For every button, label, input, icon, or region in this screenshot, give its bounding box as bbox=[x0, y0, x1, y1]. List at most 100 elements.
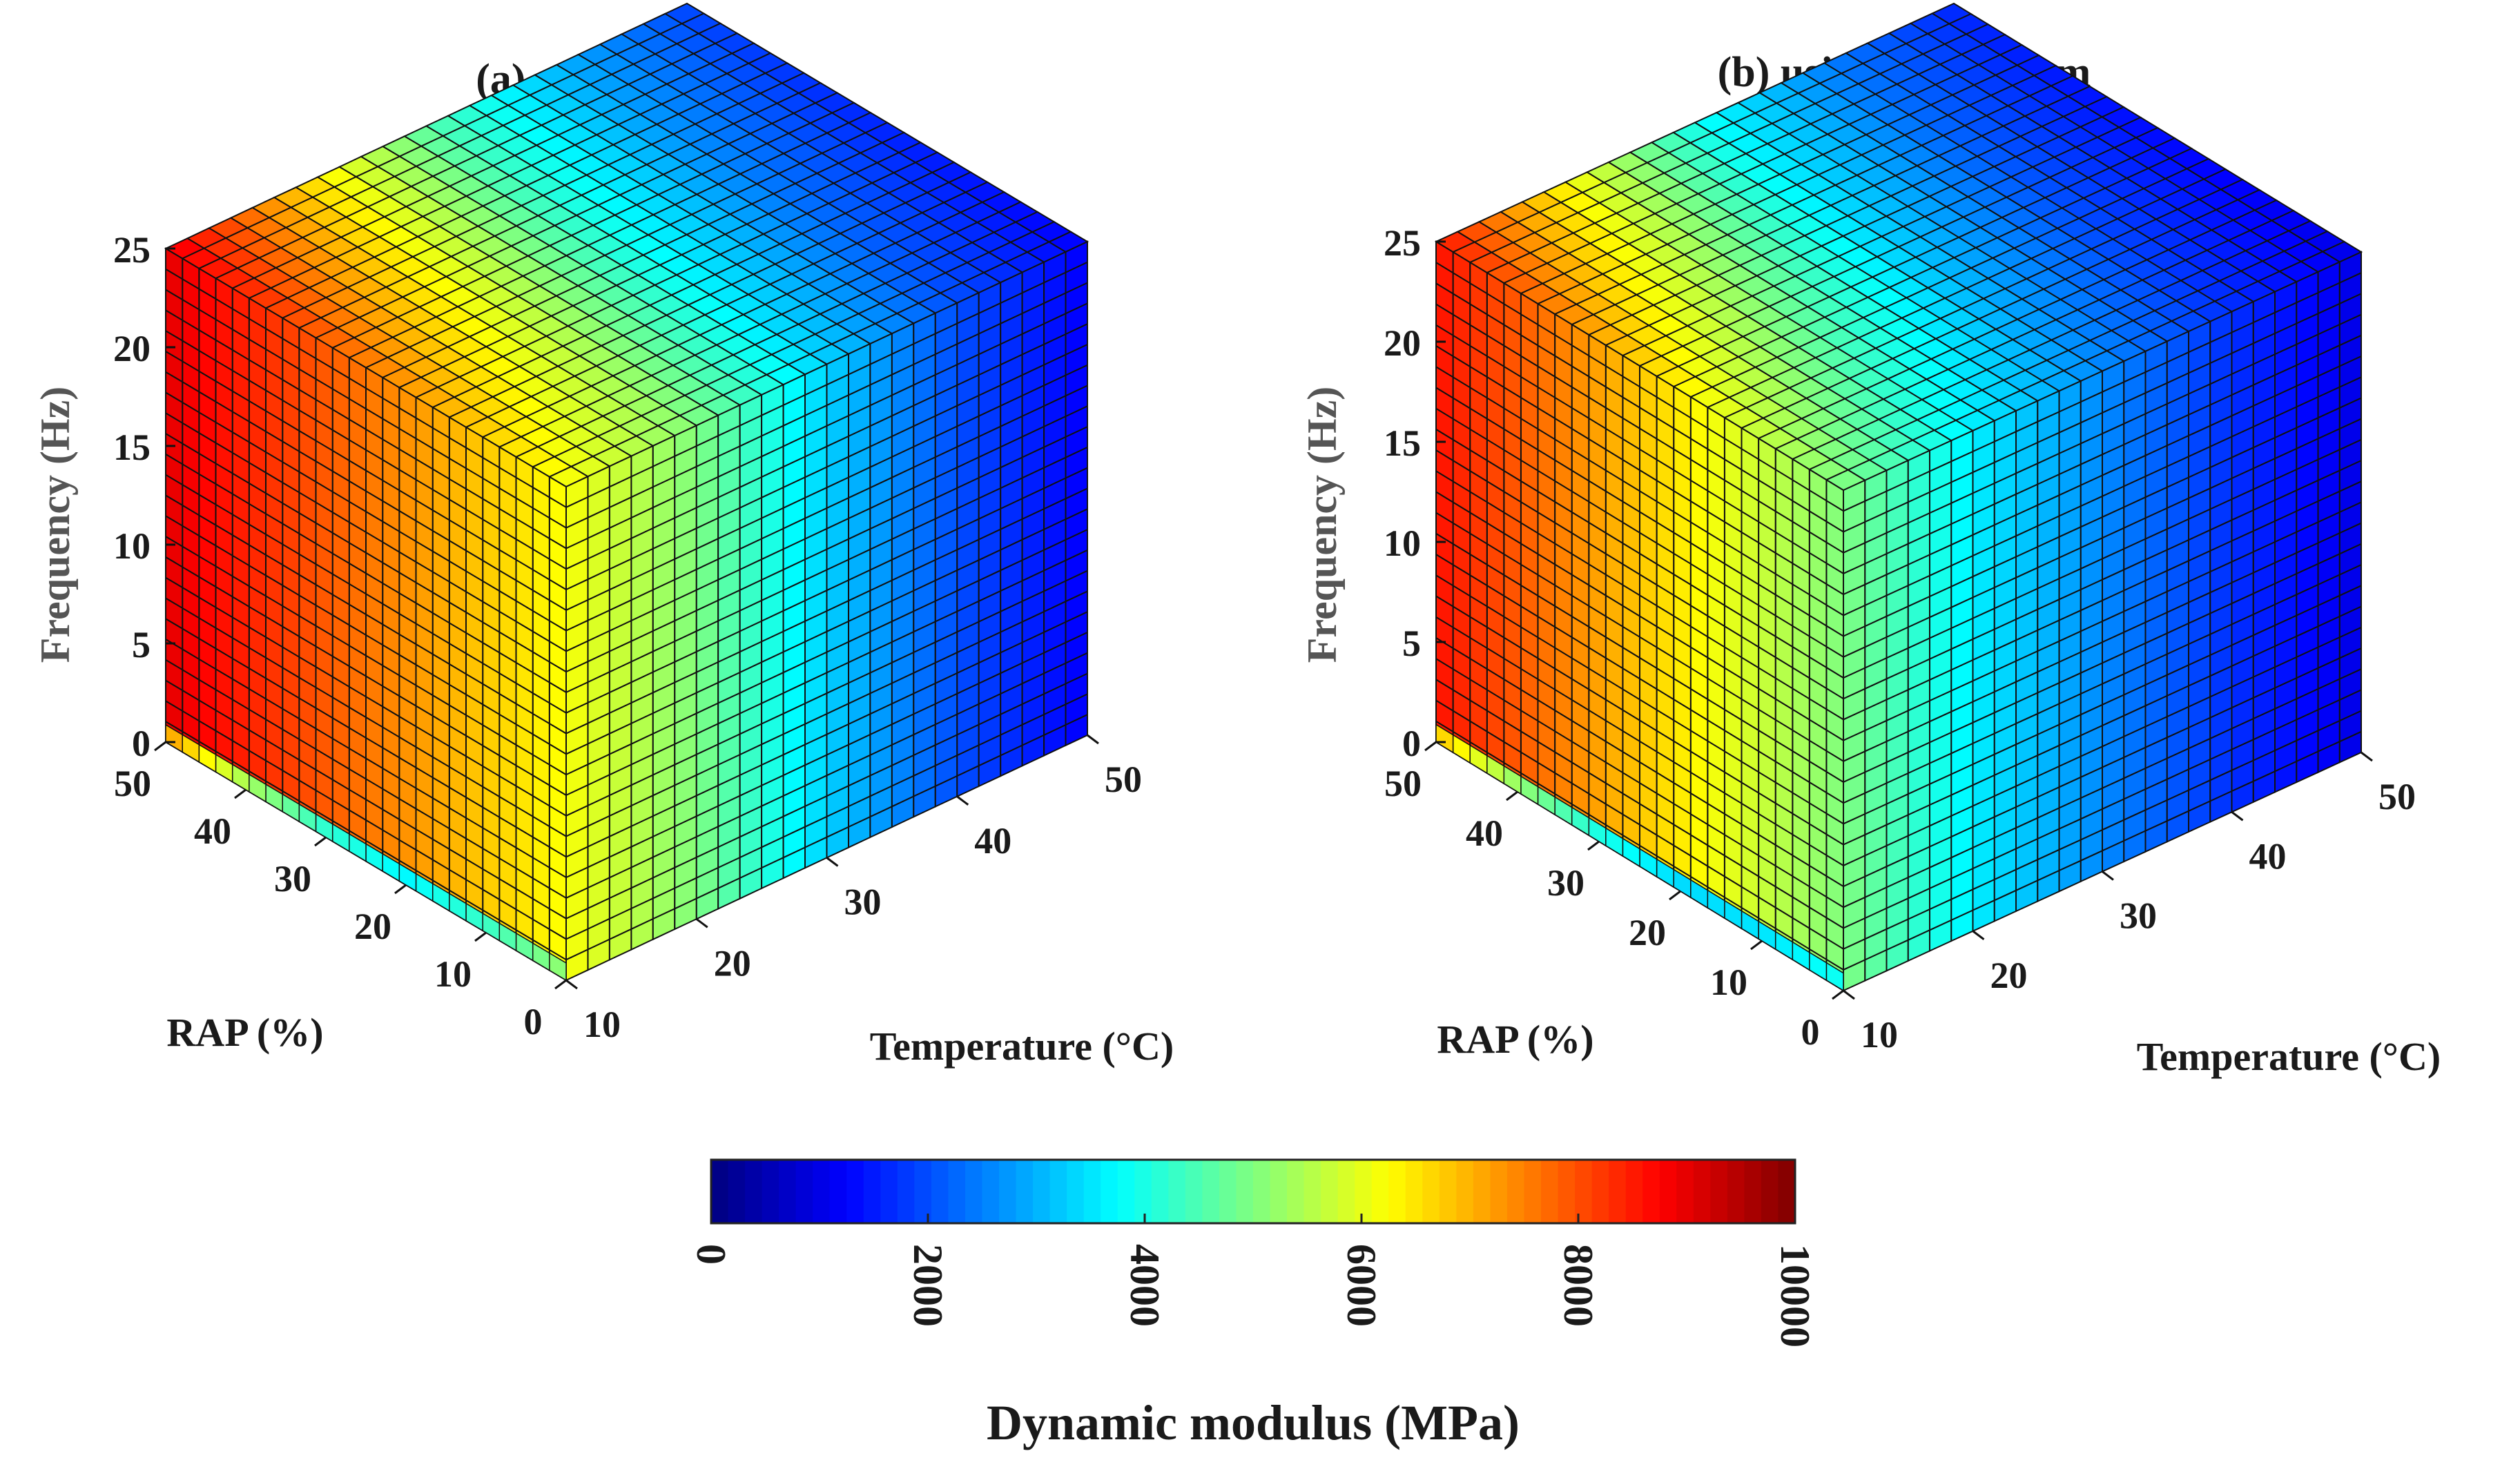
colorbar-cell bbox=[965, 1160, 983, 1223]
colorbar-cell bbox=[1744, 1160, 1762, 1223]
frequency-tick-label: 25 bbox=[1384, 222, 1421, 264]
colorbar-cell bbox=[1151, 1160, 1170, 1223]
colorbar-cell bbox=[1236, 1160, 1254, 1223]
cell-top-face bbox=[663, 2, 706, 25]
frequency-tick-label: 0 bbox=[1402, 723, 1421, 764]
rap-tick-label: 50 bbox=[1384, 763, 1422, 804]
panel-b-frequency-label: Frequency (Hz) bbox=[1299, 387, 1345, 663]
colorbar-cell bbox=[897, 1160, 915, 1223]
colorbar-cell bbox=[1049, 1160, 1068, 1223]
cell-base-edge bbox=[165, 723, 183, 753]
colorbar-cell bbox=[1016, 1160, 1034, 1223]
colorbar-ticks: 0 2000 4000 6000 8000 10000 bbox=[688, 1214, 1818, 1348]
temperature-tick-label: 20 bbox=[1990, 955, 2028, 996]
temperature-tick-mark bbox=[695, 918, 708, 928]
colorbar-cell bbox=[745, 1160, 763, 1223]
colorbar-tick-label: 6000 bbox=[1339, 1244, 1384, 1327]
colorbar-cell bbox=[1253, 1160, 1271, 1223]
frequency-tick-label: 10 bbox=[1384, 523, 1421, 564]
rap-tick-mark bbox=[234, 788, 246, 799]
colorbar-cell bbox=[1506, 1160, 1525, 1223]
rap-tick-mark bbox=[1750, 940, 1763, 951]
colorbar-cell bbox=[779, 1160, 797, 1223]
rap-tick-label: 50 bbox=[114, 763, 151, 804]
colorbar-cell bbox=[1321, 1160, 1339, 1223]
frequency-tick-label: 10 bbox=[113, 525, 151, 567]
colorbar-cell bbox=[1422, 1160, 1440, 1223]
colorbar-cell bbox=[1219, 1160, 1237, 1223]
colorbar: 0 2000 4000 6000 8000 10000 Dynamic modulus (… bbox=[688, 1158, 1818, 1450]
colorbar-cell bbox=[1083, 1160, 1102, 1223]
colorbar-cell bbox=[1405, 1160, 1424, 1223]
colorbar-cell bbox=[931, 1160, 949, 1223]
temperature-tick-mark bbox=[1972, 930, 1985, 940]
colorbar-cell bbox=[829, 1160, 848, 1223]
rap-tick-mark bbox=[1587, 840, 1600, 851]
colorbar-cell bbox=[1609, 1160, 1627, 1223]
colorbar-label: Dynamic modulus (MPa) bbox=[987, 1395, 1520, 1450]
panel-a-sasobit: (a) using Sasobit 0510152025010203040501… bbox=[32, 2, 1174, 1069]
colorbar-cell bbox=[728, 1160, 746, 1223]
colorbar-cell bbox=[1371, 1160, 1390, 1223]
colorbar-cell bbox=[1676, 1160, 1694, 1223]
panel-a-temperature-label: Temperature (°C) bbox=[870, 1024, 1174, 1069]
colorbar-cell bbox=[1659, 1160, 1678, 1223]
rap-tick-mark bbox=[314, 836, 327, 847]
colorbar-cell bbox=[1778, 1160, 1796, 1223]
rap-tick-mark bbox=[154, 741, 166, 752]
colorbar-cell bbox=[1456, 1160, 1474, 1223]
ticks-a: 0 5 10 15 20 25 0 10 20 30 40 50 10 20 30 40 50 bbox=[113, 229, 1142, 1045]
temperature-tick-label: 40 bbox=[974, 820, 1011, 862]
colorbar-cell bbox=[1117, 1160, 1136, 1223]
colorbar-cell bbox=[762, 1160, 780, 1223]
temperature-tick-label: 30 bbox=[844, 882, 882, 923]
colorbar-tick-label: 10000 bbox=[1772, 1244, 1818, 1348]
rap-tick-label: 0 bbox=[524, 1001, 543, 1042]
colorbar-cell bbox=[1388, 1160, 1406, 1223]
colorbar-cell bbox=[948, 1160, 966, 1223]
rap-tick-mark bbox=[394, 884, 407, 895]
colorbar-cell bbox=[1303, 1160, 1322, 1223]
temperature-tick-mark bbox=[826, 857, 839, 867]
rap-tick-label: 40 bbox=[194, 810, 231, 852]
rap-tick-label: 10 bbox=[1710, 962, 1747, 1003]
colorbar-cell bbox=[1439, 1160, 1457, 1223]
colorbar-cell bbox=[1490, 1160, 1508, 1223]
temperature-tick-label: 30 bbox=[2120, 895, 2157, 937]
colorbar-cell bbox=[1710, 1160, 1728, 1223]
colorbar-cell bbox=[1270, 1160, 1288, 1223]
colorbar-cell bbox=[1033, 1160, 1051, 1223]
colorbar-cell bbox=[1642, 1160, 1660, 1223]
frequency-tick-label: 5 bbox=[1402, 623, 1421, 664]
rap-tick-label: 30 bbox=[274, 858, 311, 899]
frequency-tick-label: 15 bbox=[113, 427, 151, 468]
colorbar-cell bbox=[1625, 1160, 1644, 1223]
colorbar-cell bbox=[1287, 1160, 1305, 1223]
colorbar-cell bbox=[1202, 1160, 1220, 1223]
temperature-tick-mark bbox=[956, 795, 969, 806]
rap-tick-mark bbox=[1506, 790, 1518, 801]
frequency-tick-label: 20 bbox=[1384, 322, 1421, 364]
frequency-tick-label: 15 bbox=[1384, 422, 1421, 464]
colorbar-cell bbox=[1524, 1160, 1542, 1223]
colorbar-cell bbox=[1067, 1160, 1085, 1223]
colorbar-cell bbox=[1727, 1160, 1745, 1223]
temperature-tick-mark bbox=[2231, 811, 2244, 821]
temperature-tick-label: 10 bbox=[1861, 1014, 1898, 1055]
frequency-tick-label: 5 bbox=[132, 624, 151, 665]
colorbar-cell bbox=[846, 1160, 864, 1223]
colorbar-cell bbox=[1541, 1160, 1559, 1223]
colorbar-cell bbox=[880, 1160, 898, 1223]
rap-tick-mark bbox=[1832, 989, 1844, 1000]
colorbar-cell bbox=[863, 1160, 882, 1223]
colorbar-tick-label: 2000 bbox=[905, 1244, 951, 1327]
temperature-tick-mark bbox=[2361, 751, 2373, 762]
temperature-tick-mark bbox=[565, 979, 578, 990]
colorbar-cell bbox=[1355, 1160, 1373, 1223]
colorbar-cell bbox=[1185, 1160, 1203, 1223]
temperature-tick-label: 40 bbox=[2249, 835, 2287, 877]
colorbar-cell bbox=[982, 1160, 1000, 1223]
panel-b-zycotherm: (b) using Zycotherm 05101520250102030405… bbox=[1299, 2, 2441, 1079]
rap-tick-label: 40 bbox=[1466, 813, 1503, 854]
cube-a bbox=[164, 2, 1089, 982]
